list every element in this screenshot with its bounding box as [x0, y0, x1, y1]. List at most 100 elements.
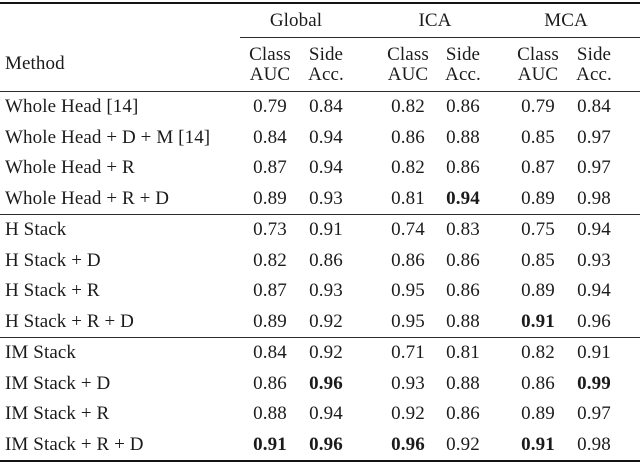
- table-row: Whole Head [14] 0.79 0.84 0.82 0.86 0.79…: [0, 92, 640, 123]
- cell-mca-class-auc: 0.75: [510, 214, 566, 246]
- method-cell: IM Stack + R + D: [0, 429, 240, 462]
- cell-mca-class-auc: 0.85: [521, 249, 555, 271]
- table-row: IM Stack + R 0.88 0.94 0.92 0.86 0.89 0.…: [0, 399, 640, 430]
- cell-global-side-acc: 0.84: [309, 96, 343, 118]
- cell-ica-side-acc: 0.88: [446, 126, 480, 148]
- cell-ica-class-auc: 0.81: [391, 187, 425, 209]
- column-spacer: [622, 153, 640, 184]
- cell-mca-side-acc: 0.97: [577, 126, 611, 148]
- cell-ica-class-auc: 0.95: [391, 280, 425, 302]
- global-side-acc-header: Side Acc.: [300, 37, 352, 92]
- column-spacer: [490, 399, 510, 430]
- cell-ica-side-acc: 0.86: [446, 96, 480, 118]
- method-cell: H Stack + D: [5, 249, 101, 271]
- table-row: H Stack + R + D 0.89 0.92 0.95 0.88 0.91…: [0, 307, 640, 338]
- cell-mca-class-auc: 0.86: [521, 372, 555, 394]
- group-header-ica: ICA: [380, 2, 490, 38]
- cell-ica-class-auc: 0.92: [391, 403, 425, 425]
- column-spacer: [490, 337, 510, 369]
- column-spacer: [622, 276, 640, 307]
- table-row: H Stack + R 0.87 0.93 0.95 0.86 0.89 0.9…: [0, 276, 640, 307]
- cell-global-side-acc: 0.96: [309, 372, 343, 394]
- column-spacer: [622, 214, 640, 246]
- cell-ica-side-acc: 0.88: [446, 372, 480, 394]
- header-line: Class: [249, 43, 291, 65]
- cell-global-class-auc: 0.82: [253, 249, 287, 271]
- cell-global-class-auc: 0.84: [240, 337, 300, 369]
- method-cell: H Stack + R: [5, 280, 100, 302]
- table-row: H Stack 0.73 0.91 0.74 0.83 0.75 0.94: [0, 214, 640, 246]
- column-spacer: [352, 92, 380, 123]
- cell-global-class-auc: 0.87: [253, 280, 287, 302]
- cell-global-class-auc: 0.89: [253, 310, 287, 332]
- header-line: AUC: [249, 63, 291, 85]
- cell-ica-side-acc: 0.92: [436, 429, 490, 462]
- header-line: Class: [517, 43, 559, 65]
- cell-ica-class-auc: 0.82: [391, 157, 425, 179]
- column-spacer: [352, 123, 380, 154]
- cell-global-class-auc: 0.79: [253, 96, 287, 118]
- column-spacer: [622, 184, 640, 215]
- cell-mca-side-acc: 0.96: [577, 310, 611, 332]
- method-cell: IM Stack + R: [5, 403, 110, 425]
- column-spacer: [490, 246, 510, 277]
- cell-mca-side-acc: 0.93: [577, 249, 611, 271]
- column-spacer: [352, 246, 380, 277]
- cell-mca-side-acc: 0.91: [566, 337, 622, 369]
- group-header-mca: MCA: [510, 2, 622, 38]
- method-cell: Whole Head + R + D: [5, 187, 170, 209]
- group-header-row: Global ICA MCA: [0, 2, 640, 38]
- column-spacer: [352, 399, 380, 430]
- table-row: Whole Head + D + M [14] 0.84 0.94 0.86 0…: [0, 123, 640, 154]
- header-line: Side: [576, 43, 612, 65]
- global-class-auc-header: Class AUC: [240, 37, 300, 92]
- column-spacer: [490, 184, 510, 215]
- column-spacer: [490, 37, 510, 92]
- column-spacer: [622, 2, 640, 38]
- table-row: IM Stack + D 0.86 0.96 0.93 0.88 0.86 0.…: [0, 369, 640, 400]
- header-line: Class: [387, 43, 429, 65]
- method-column-header: Method: [0, 37, 240, 92]
- column-spacer: [352, 369, 380, 400]
- cell-mca-side-acc: 0.98: [566, 429, 622, 462]
- table-row: H Stack + D 0.82 0.86 0.86 0.86 0.85 0.9…: [0, 246, 640, 277]
- cell-ica-side-acc: 0.86: [446, 280, 480, 302]
- cell-mca-side-acc: 0.84: [577, 96, 611, 118]
- column-spacer: [622, 369, 640, 400]
- cell-global-side-acc: 0.92: [309, 310, 343, 332]
- column-spacer: [490, 153, 510, 184]
- column-spacer: [352, 37, 380, 92]
- cell-global-side-acc: 0.96: [300, 429, 352, 462]
- column-spacer: [622, 123, 640, 154]
- group-header-global: Global: [240, 2, 352, 38]
- results-table: Global ICA MCA Method Class AUC Side Acc…: [0, 2, 640, 462]
- cell-ica-side-acc: 0.81: [436, 337, 490, 369]
- cell-mca-class-auc: 0.79: [521, 96, 555, 118]
- cell-mca-side-acc: 0.98: [577, 187, 611, 209]
- column-spacer: [490, 214, 510, 246]
- cell-ica-class-auc: 0.96: [380, 429, 436, 462]
- sub-header-row: Method Class AUC Side Acc. Class AUC Sid…: [0, 37, 640, 92]
- cell-mca-class-auc: 0.89: [521, 187, 555, 209]
- column-spacer: [622, 92, 640, 123]
- header-line: Acc.: [308, 63, 344, 85]
- cell-ica-side-acc: 0.83: [436, 214, 490, 246]
- column-spacer: [352, 214, 380, 246]
- table-row: IM Stack + R + D 0.91 0.96 0.96 0.92 0.9…: [0, 429, 640, 462]
- column-spacer: [352, 337, 380, 369]
- method-cell: Whole Head [14]: [5, 96, 139, 118]
- cell-ica-class-auc: 0.93: [391, 372, 425, 394]
- column-spacer: [622, 399, 640, 430]
- column-spacer: [622, 429, 640, 462]
- method-cell: Whole Head + R: [5, 157, 135, 179]
- cell-global-class-auc: 0.89: [253, 187, 287, 209]
- cell-ica-side-acc: 0.86: [446, 249, 480, 271]
- column-spacer: [490, 2, 510, 38]
- header-line: Side: [445, 43, 481, 65]
- cell-global-side-acc: 0.93: [309, 187, 343, 209]
- cell-global-class-auc: 0.91: [240, 429, 300, 462]
- table-row: IM Stack 0.84 0.92 0.71 0.81 0.82 0.91: [0, 337, 640, 369]
- cell-global-side-acc: 0.94: [309, 157, 343, 179]
- cell-mca-side-acc: 0.97: [577, 403, 611, 425]
- column-spacer: [490, 429, 510, 462]
